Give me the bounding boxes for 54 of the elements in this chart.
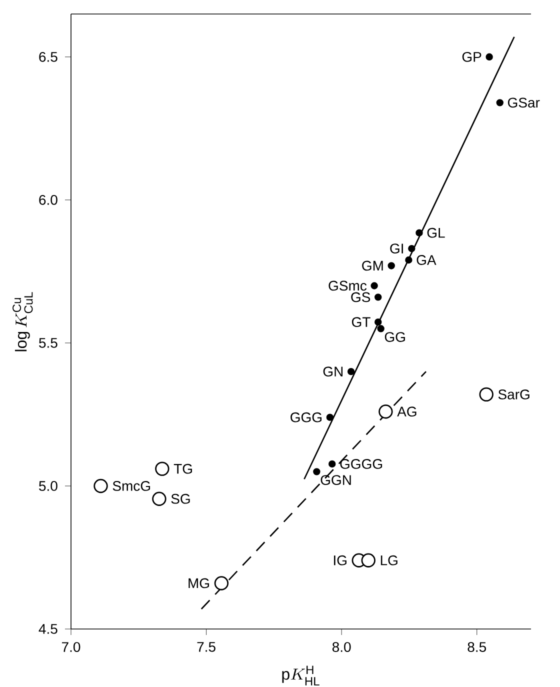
annotation: GM <box>362 260 383 271</box>
x-tick-label: 7.0 <box>62 642 80 652</box>
point <box>347 368 355 376</box>
annotation: SmcG <box>112 481 150 491</box>
annotation: TG <box>174 464 192 474</box>
point <box>486 53 493 61</box>
point <box>361 553 376 568</box>
y-tick-label: 6.5 <box>39 52 58 62</box>
annotation: SG <box>171 494 190 504</box>
point <box>328 460 336 468</box>
point <box>374 318 382 326</box>
point <box>408 244 416 252</box>
x-tick-label: 8.5 <box>468 642 486 652</box>
point <box>155 462 170 476</box>
annotation: GT <box>352 317 370 328</box>
annotation: GSar <box>508 98 540 108</box>
annotation: LG <box>380 555 398 566</box>
point <box>479 387 494 402</box>
y-tick-label: 5.5 <box>39 338 58 348</box>
annotation: MG <box>188 578 210 588</box>
y-axis-title: $\log K^{\mathrm{Cu}}_{\mathrm{CuL}}$ <box>12 292 33 352</box>
point <box>378 404 393 419</box>
x-axis-title: $\mathrm{p}K^{\mathrm{H}}_{\mathrm{HL}}$ <box>282 666 320 686</box>
x-tick-label: 7.5 <box>197 642 216 652</box>
annotation: GGGG <box>340 459 382 469</box>
annotation: AG <box>397 406 416 417</box>
annotation: GP <box>462 52 482 62</box>
point <box>152 492 166 506</box>
point <box>214 576 229 590</box>
y-tick-label: 4.5 <box>38 624 58 634</box>
annotation: IG <box>334 555 346 566</box>
annotation: GSmc <box>328 280 367 291</box>
annotation: GA <box>416 255 436 265</box>
point <box>94 478 108 494</box>
point <box>405 256 412 264</box>
x-tick-label: 8.0 <box>332 642 351 652</box>
annotation: GG <box>384 332 405 342</box>
annotation: GI <box>390 244 403 254</box>
point <box>326 414 334 421</box>
annotation: GL <box>427 228 445 238</box>
point <box>370 282 378 290</box>
point <box>496 99 504 106</box>
point <box>416 229 423 236</box>
annotation: GN <box>323 366 343 376</box>
annotation: GGG <box>290 412 322 422</box>
annotation: SarG <box>498 390 530 400</box>
annotation: GGN <box>320 475 351 485</box>
y-tick-label: 5.0 <box>39 481 58 491</box>
point <box>388 262 395 270</box>
point <box>377 325 384 332</box>
point <box>374 294 382 301</box>
y-tick-label: 6.0 <box>39 194 58 205</box>
point <box>313 468 320 476</box>
annotation: GS <box>351 292 370 302</box>
